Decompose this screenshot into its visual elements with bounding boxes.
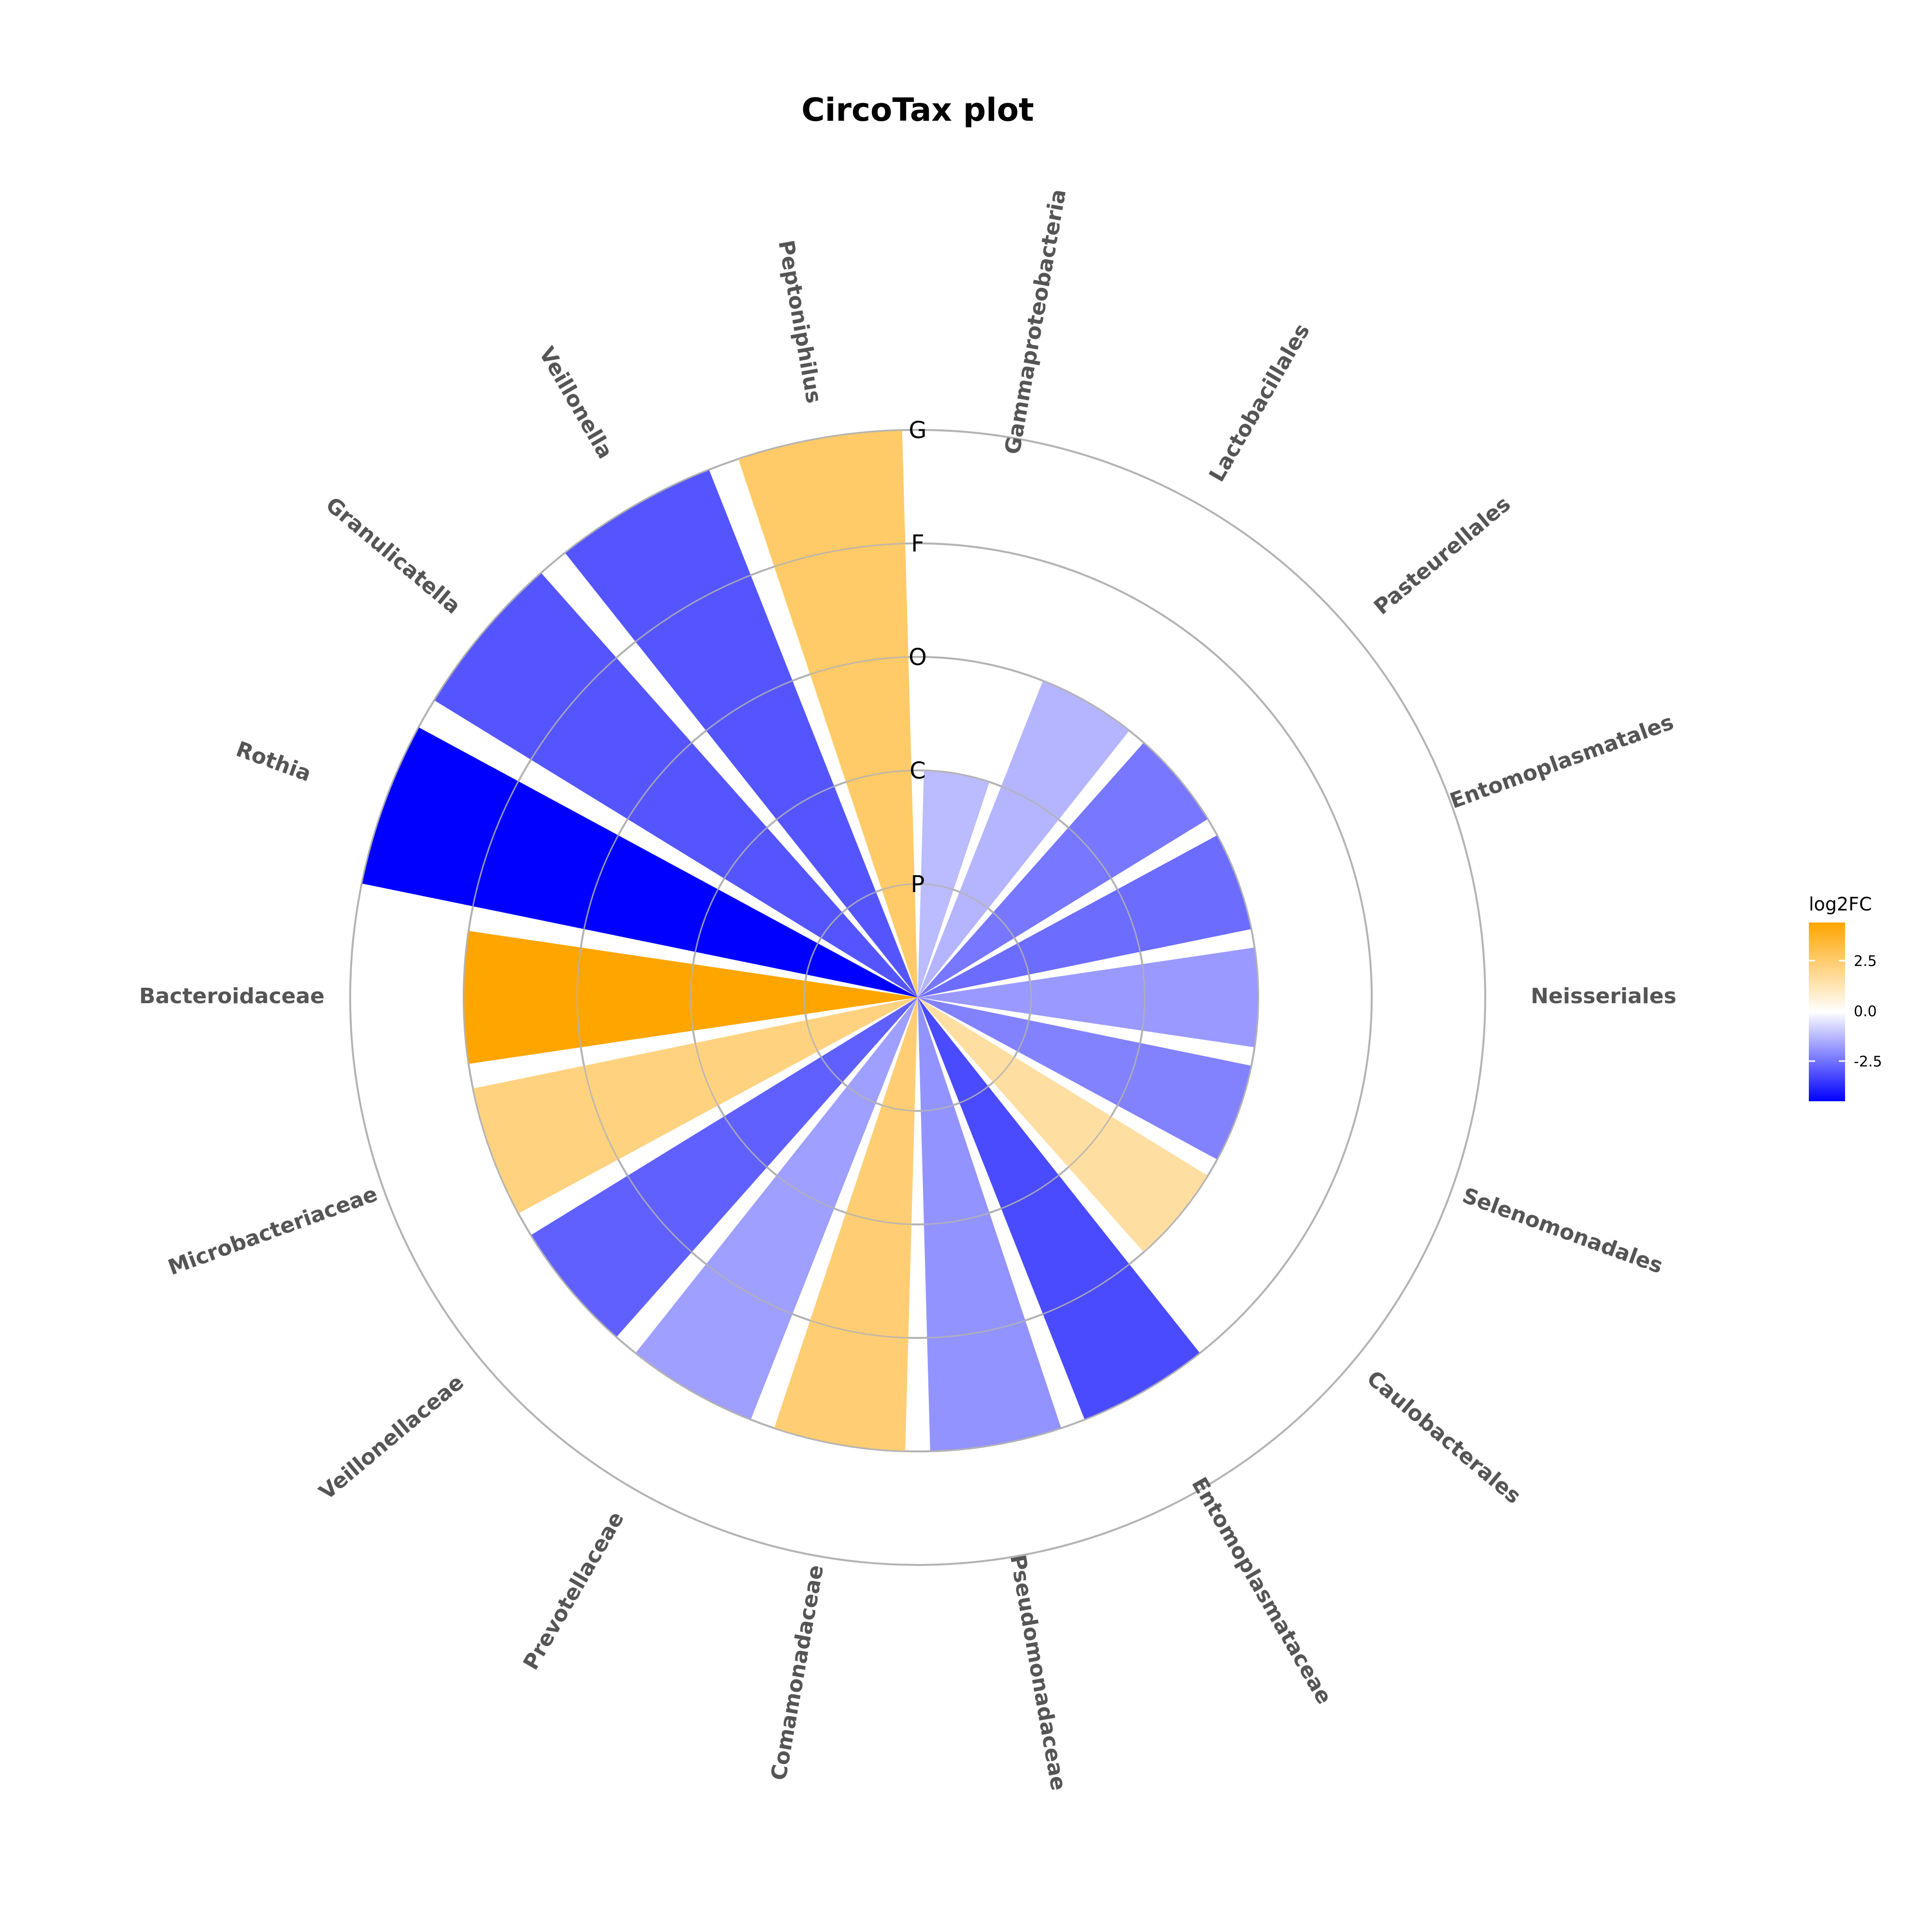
bar (434, 573, 918, 997)
bar (918, 997, 1062, 1451)
grid-ring-overlay (463, 542, 1373, 1452)
taxon-label: Bacteroidaceae (139, 984, 325, 1009)
taxon-label: Veillonella (534, 343, 618, 463)
rank-axis-labels: P C O F G (909, 417, 927, 898)
legend-tick-label: 2.5 (1854, 953, 1877, 970)
bar (918, 835, 1251, 997)
taxon-label: Entomoplasmataceae (1187, 1473, 1337, 1708)
grid-ring-overlay (349, 429, 1486, 1566)
legend-title: log2FC (1809, 894, 1872, 915)
bar (918, 997, 1200, 1420)
taxon-label: Microbacteriaceae (165, 1181, 381, 1280)
taxon-label: Gammaproteobacteria (1000, 187, 1071, 456)
bar (738, 430, 918, 997)
legend-ticks: 2.5 0.0 -2.5 (1809, 953, 1882, 1070)
chart-title: CircoTax plot (801, 91, 1034, 128)
taxon-label: Prevotellaceae (519, 1507, 629, 1674)
bar (918, 770, 990, 997)
bar (473, 997, 918, 1214)
bar (918, 947, 1258, 1048)
taxon-label: Neisseriales (1531, 984, 1676, 1009)
legend-tick-label: -2.5 (1854, 1053, 1882, 1070)
bar (918, 681, 1130, 997)
rank-label: F (911, 530, 924, 557)
taxon-label: Lactobacillales (1205, 320, 1315, 486)
taxon-label: Pseudomonadaceae (1005, 1553, 1071, 1792)
bar (918, 742, 1208, 997)
taxon-label: Peptoniphilus (773, 238, 826, 405)
grid-ring-overlay (803, 883, 1032, 1112)
taxon-label: Veillonellaceae (314, 1370, 469, 1505)
color-legend: log2FC 2.5 0.0 -2.5 (1809, 894, 1882, 1101)
taxon-label: Granulicatella (321, 492, 465, 619)
bar (531, 997, 918, 1337)
rank-label: O (909, 644, 927, 671)
bar (918, 997, 1208, 1252)
bar (918, 997, 1251, 1160)
grid-ring-overlay (576, 656, 1259, 1339)
rank-label: C (909, 757, 926, 784)
bars (349, 429, 1486, 1566)
taxon-label: Selenomonadales (1459, 1183, 1666, 1279)
taxon-label: Comamonadaceae (767, 1563, 829, 1782)
taxon-label: Entomoplasmatales (1447, 710, 1677, 813)
bar (774, 997, 918, 1451)
legend-colorbar (1809, 923, 1845, 1101)
bar (635, 997, 918, 1420)
taxon-label: Caulobacterales (1362, 1366, 1526, 1509)
grid-ring-overlay (690, 769, 1146, 1225)
bar (565, 469, 918, 997)
taxon-label: Rothia (233, 737, 314, 786)
bar (361, 727, 918, 997)
rank-label: P (911, 871, 925, 898)
rank-label: G (909, 417, 926, 444)
taxon-label: Pasteurellales (1369, 492, 1515, 620)
legend-tick-label: 0.0 (1854, 1003, 1877, 1020)
